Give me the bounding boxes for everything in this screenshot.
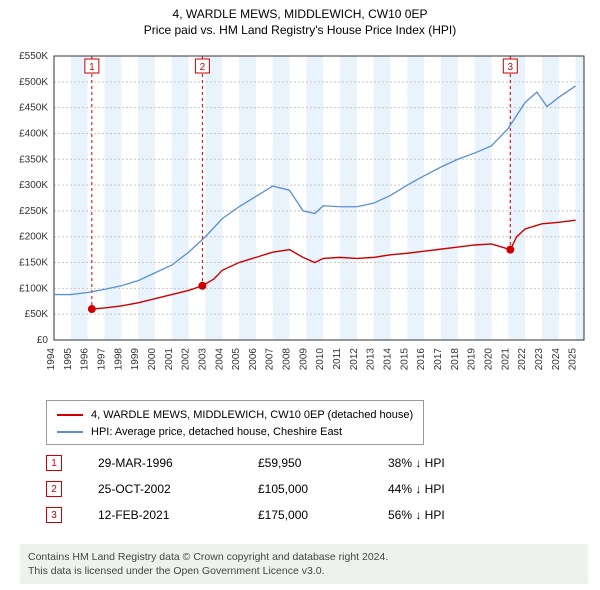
svg-text:£250K: £250K [19,206,48,217]
svg-text:2009: 2009 [298,348,309,371]
svg-text:2012: 2012 [349,348,360,371]
svg-text:2000: 2000 [147,348,158,371]
svg-text:2001: 2001 [164,348,175,371]
transaction-price: £105,000 [258,482,388,496]
transaction-pct: 38% ↓ HPI [388,456,508,470]
legend-item: 4, WARDLE MEWS, MIDDLEWICH, CW10 0EP (de… [57,407,413,424]
svg-text:2011: 2011 [332,348,343,370]
transaction-price: £59,950 [258,456,388,470]
svg-text:2019: 2019 [467,348,478,371]
svg-text:£200K: £200K [19,232,48,243]
svg-text:£550K: £550K [19,51,48,62]
attribution: Contains HM Land Registry data © Crown c… [20,544,588,584]
legend-swatch [57,431,83,433]
title-line1: 4, WARDLE MEWS, MIDDLEWICH, CW10 0EP [0,6,600,22]
svg-text:2018: 2018 [450,348,461,371]
svg-text:2006: 2006 [248,348,259,371]
svg-text:£300K: £300K [19,180,48,191]
svg-text:£150K: £150K [19,258,48,269]
svg-text:1995: 1995 [63,348,74,371]
transaction-date: 25-OCT-2002 [98,482,258,496]
svg-text:£500K: £500K [19,77,48,88]
svg-text:1997: 1997 [96,348,107,371]
transaction-date: 29-MAR-1996 [98,456,258,470]
legend-swatch [57,414,83,416]
svg-text:2023: 2023 [534,348,545,371]
attrib-line1: Contains HM Land Registry data © Crown c… [28,550,580,564]
svg-text:2021: 2021 [500,348,511,371]
svg-text:£400K: £400K [19,128,48,139]
svg-text:£100K: £100K [19,283,48,294]
price-chart: £0 £50K £100K £150K £200K £250K £300K £350K £400… [6,50,594,390]
svg-text:1999: 1999 [130,348,141,371]
svg-text:2014: 2014 [383,348,394,371]
chart-title: 4, WARDLE MEWS, MIDDLEWICH, CW10 0EP Pri… [0,0,600,38]
svg-text:£50K: £50K [25,309,49,320]
transaction-pct: 56% ↓ HPI [388,508,508,522]
transaction-row: 2 25-OCT-2002£105,00044% ↓ HPI [46,476,508,502]
svg-text:2004: 2004 [214,348,225,371]
svg-text:2008: 2008 [282,348,293,371]
legend-item: HPI: Average price, detached house, Ches… [57,424,413,441]
transaction-row: 1 29-MAR-1996£59,95038% ↓ HPI [46,450,508,476]
svg-text:2020: 2020 [483,348,494,371]
svg-text:£450K: £450K [19,103,48,114]
legend-label: 4, WARDLE MEWS, MIDDLEWICH, CW10 0EP (de… [91,407,413,424]
title-line2: Price paid vs. HM Land Registry's House … [0,22,600,38]
svg-text:2025: 2025 [568,348,579,371]
svg-text:1998: 1998 [113,348,124,371]
legend: 4, WARDLE MEWS, MIDDLEWICH, CW10 0EP (de… [46,400,424,445]
svg-text:2: 2 [200,62,206,73]
legend-label: HPI: Average price, detached house, Ches… [91,424,342,441]
transaction-marker-box: 3 [46,507,62,523]
svg-text:2024: 2024 [551,348,562,371]
svg-text:£350K: £350K [19,154,48,165]
transaction-pct: 44% ↓ HPI [388,482,508,496]
transaction-date: 12-FEB-2021 [98,508,258,522]
svg-text:1996: 1996 [80,348,91,371]
transaction-marker-box: 2 [46,481,62,497]
svg-text:2005: 2005 [231,348,242,371]
svg-text:2013: 2013 [366,348,377,371]
transaction-marker-box: 1 [46,455,62,471]
svg-text:2015: 2015 [399,348,410,371]
svg-text:2022: 2022 [517,348,528,371]
svg-text:2003: 2003 [197,348,208,371]
svg-text:2016: 2016 [416,348,427,371]
transaction-row: 3 12-FEB-2021£175,00056% ↓ HPI [46,502,508,528]
svg-text:2010: 2010 [315,348,326,371]
svg-text:£0: £0 [37,335,49,346]
transactions-table: 1 29-MAR-1996£59,95038% ↓ HPI 2 25-OCT-2002… [46,450,508,528]
transaction-price: £175,000 [258,508,388,522]
svg-text:3: 3 [508,62,514,73]
svg-text:1: 1 [89,62,95,73]
svg-text:2007: 2007 [265,348,276,371]
attrib-line2: This data is licensed under the Open Gov… [28,564,580,578]
svg-text:2017: 2017 [433,348,444,371]
svg-text:2002: 2002 [181,348,192,371]
svg-text:1994: 1994 [46,348,57,371]
